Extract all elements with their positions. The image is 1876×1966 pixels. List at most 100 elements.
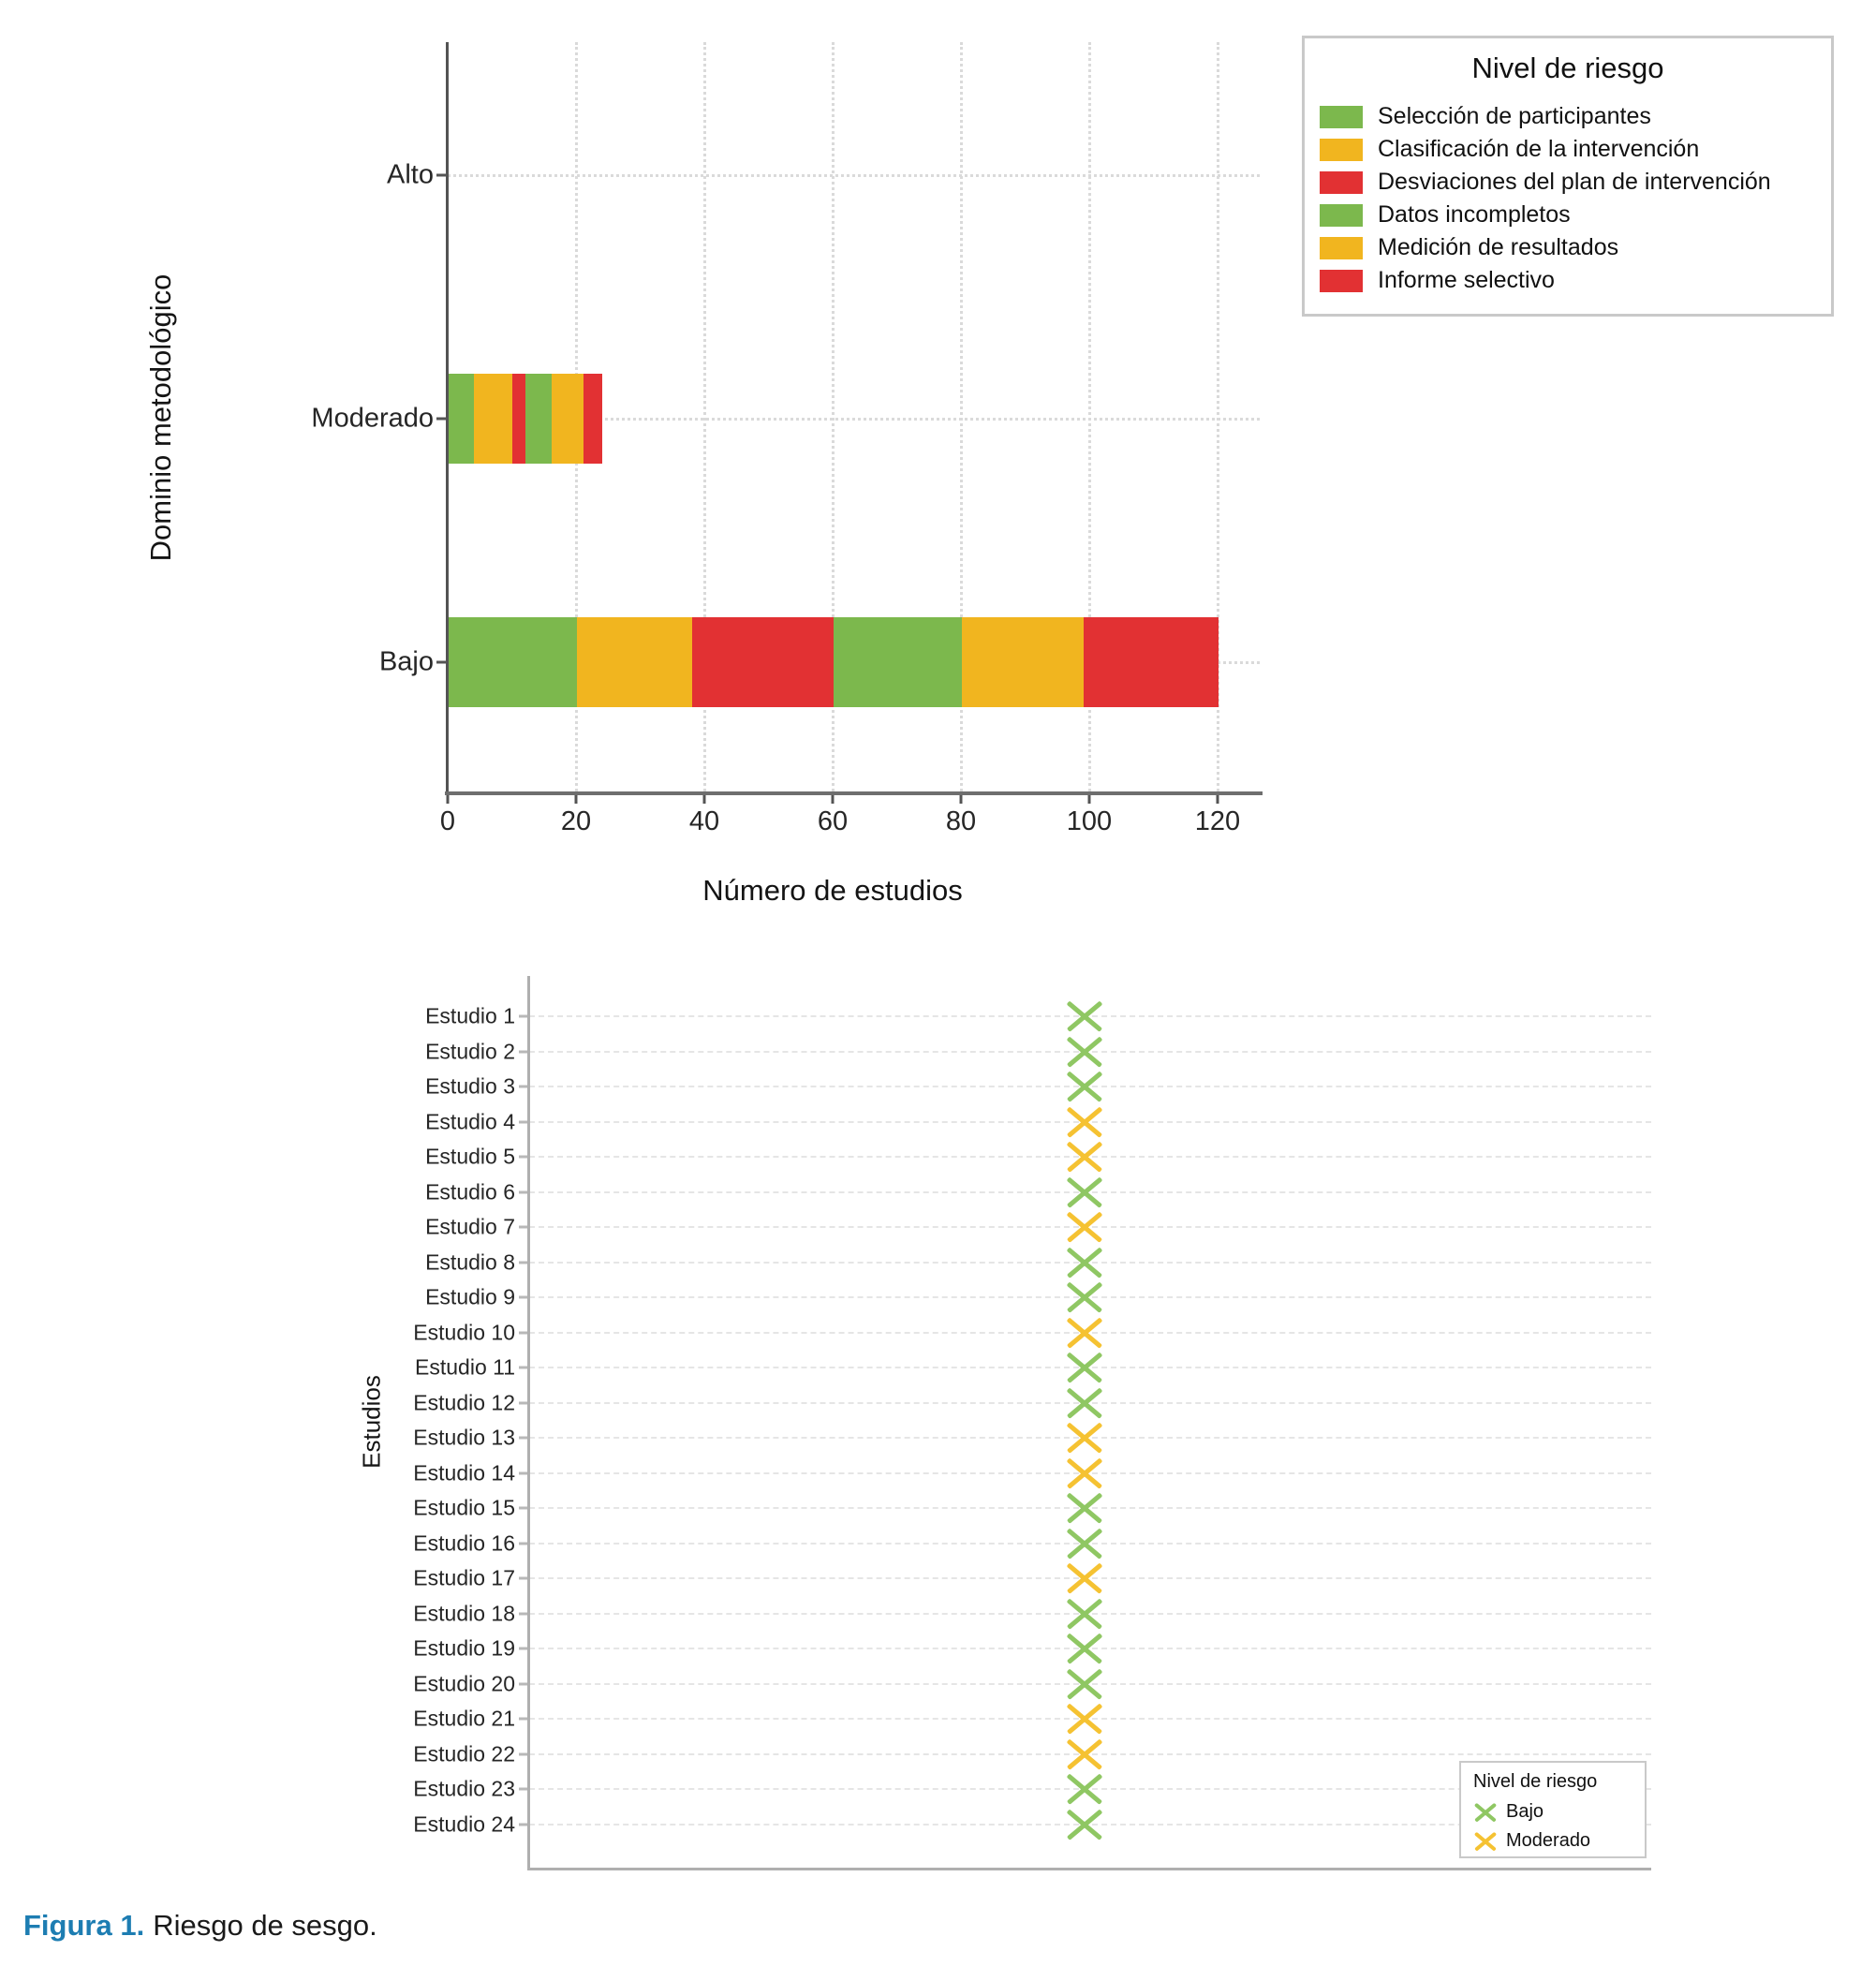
risk-marker-17: [1068, 1563, 1101, 1593]
bar-segment-Bajo-3: [833, 617, 962, 707]
row-tick-7: [519, 1225, 530, 1229]
x-gridline-40: [703, 42, 706, 791]
study-label-19: Estudio 19: [413, 1635, 515, 1661]
x-tick-80: [959, 794, 963, 804]
scatter-y-axis: [527, 976, 530, 1870]
row-tick-3: [519, 1085, 530, 1088]
legend-item-label-0: Selección de participantes: [1378, 103, 1651, 129]
legend-item-label-3: Datos incompletos: [1378, 201, 1571, 228]
row-tick-22: [519, 1752, 530, 1755]
study-label-4: Estudio 4: [425, 1109, 515, 1133]
x-tick-0: [446, 794, 450, 804]
caption-text: Riesgo de sesgo.: [153, 1909, 377, 1942]
scatter-legend-title: Nivel de riesgo: [1473, 1771, 1598, 1792]
risk-marker-8: [1068, 1248, 1101, 1278]
x-tick-label-60: 60: [817, 806, 849, 836]
x-tick-label-100: 100: [1066, 806, 1113, 836]
y-tick-label-Bajo: Bajo: [378, 646, 434, 677]
risk-marker-13: [1068, 1423, 1101, 1453]
bar-chart-x-axis-title: Número de estudios: [702, 874, 963, 907]
row-tick-21: [519, 1717, 530, 1721]
y-gridline-Moderado: [448, 418, 1260, 421]
legend-item-label-1: Clasificación de la intervención: [1378, 136, 1700, 162]
study-label-21: Estudio 21: [413, 1706, 515, 1731]
risk-marker-6: [1068, 1177, 1101, 1207]
study-label-11: Estudio 11: [415, 1354, 515, 1380]
study-label-5: Estudio 5: [425, 1144, 515, 1169]
y-tick-Bajo: [436, 660, 448, 664]
x-tick-label-40: 40: [688, 806, 720, 836]
y-tick-label-Moderado: Moderado: [311, 403, 434, 434]
bar-segment-Moderado-1: [474, 374, 513, 464]
bar-chart-legend-items: Selección de participantes Clasificación …: [1320, 100, 1831, 297]
row-tick-12: [519, 1401, 530, 1404]
bar-chart-y-axis: [446, 42, 449, 794]
x-tick-label-120: 120: [1194, 806, 1241, 836]
risk-marker-2: [1068, 1037, 1101, 1067]
study-label-22: Estudio 22: [413, 1741, 515, 1766]
legend-item-3: Datos incompletos: [1320, 199, 1831, 231]
row-tick-5: [519, 1155, 530, 1159]
risk-marker-20: [1068, 1669, 1101, 1699]
study-label-6: Estudio 6: [425, 1179, 515, 1204]
risk-marker-7: [1068, 1212, 1101, 1242]
risk-marker-1: [1068, 1001, 1101, 1031]
x-gridline-80: [960, 42, 963, 791]
legend-swatch-0: [1320, 105, 1363, 128]
scatter-legend: Nivel de riesgo Bajo Moderado: [1459, 1761, 1647, 1858]
study-label-23: Estudio 23: [413, 1776, 515, 1801]
row-tick-9: [519, 1295, 530, 1299]
bar-segment-Moderado-0: [449, 374, 475, 464]
x-tick-100: [1087, 794, 1091, 804]
row-tick-15: [519, 1506, 530, 1510]
legend-item-5: Informe selectivo: [1320, 264, 1831, 297]
caption-label: Figura 1.: [23, 1909, 145, 1942]
legend-swatch-4: [1320, 236, 1363, 259]
study-label-20: Estudio 20: [413, 1671, 515, 1695]
row-tick-18: [519, 1612, 530, 1615]
risk-marker-18: [1068, 1599, 1101, 1629]
row-tick-14: [519, 1471, 530, 1474]
legend-item-label-2: Desviaciones del plan de intervención: [1378, 169, 1771, 195]
bar-segment-Bajo-0: [449, 617, 577, 707]
legend-item-1: Clasificación de la intervención: [1320, 133, 1831, 166]
x-gridline-120: [1217, 42, 1219, 791]
bar-chart-legend-title: Nivel de riesgo: [1471, 52, 1664, 84]
risk-marker-12: [1068, 1388, 1101, 1418]
x-tick-120: [1216, 794, 1219, 804]
x-tick-20: [574, 794, 578, 804]
bar-segment-Moderado-3: [525, 374, 552, 464]
row-tick-1: [519, 1014, 530, 1018]
y-tick-Moderado: [436, 417, 448, 421]
legend-swatch-5: [1320, 269, 1363, 292]
study-label-24: Estudio 24: [413, 1811, 515, 1836]
legend-item-4: Medición de resultados: [1320, 231, 1831, 264]
legend-item-0: Selección de participantes: [1320, 100, 1831, 133]
risk-marker-21: [1068, 1704, 1101, 1734]
scatter-y-axis-title: Estudios: [357, 1375, 386, 1469]
study-label-15: Estudio 15: [413, 1495, 515, 1520]
risk-marker-10: [1068, 1318, 1101, 1348]
row-tick-10: [519, 1331, 530, 1334]
risk-marker-3: [1068, 1072, 1101, 1101]
bar-chart-legend: Nivel de riesgo Selección de participant…: [1302, 36, 1834, 317]
risk-marker-22: [1068, 1739, 1101, 1769]
risk-legend-marker-Moderado: [1473, 1832, 1498, 1851]
risk-legend-marker-Bajo: [1473, 1803, 1498, 1822]
study-label-2: Estudio 2: [425, 1039, 515, 1063]
row-tick-13: [519, 1436, 530, 1440]
x-gridline-60: [832, 42, 835, 791]
row-tick-4: [519, 1120, 530, 1123]
study-label-16: Estudio 16: [413, 1530, 515, 1555]
study-label-17: Estudio 17: [413, 1565, 515, 1590]
figure-caption: Figura 1. Riesgo de sesgo.: [23, 1909, 377, 1943]
study-label-3: Estudio 3: [425, 1073, 515, 1099]
bar-segment-Moderado-2: [512, 374, 526, 464]
row-tick-8: [519, 1261, 530, 1264]
bar-Moderado: [449, 374, 603, 464]
scatter-x-axis: [527, 1868, 1651, 1870]
row-tick-24: [519, 1823, 530, 1826]
risk-legend-label-Moderado: Moderado: [1506, 1830, 1591, 1851]
row-tick-20: [519, 1682, 530, 1685]
bar-segment-Moderado-4: [551, 374, 583, 464]
